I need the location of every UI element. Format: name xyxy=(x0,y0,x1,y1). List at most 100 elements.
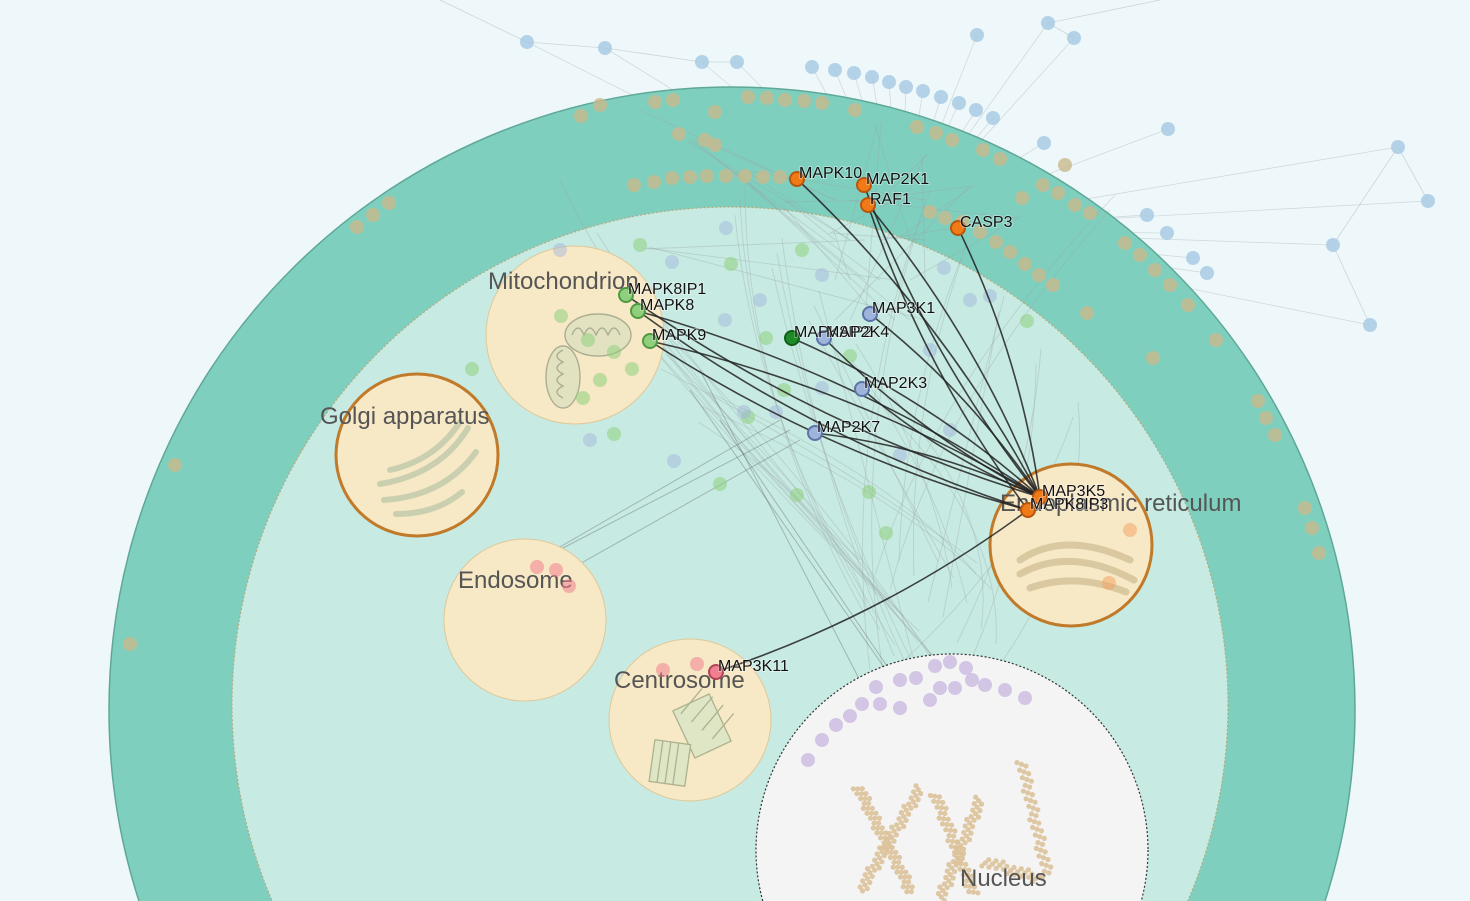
cytoplasm-node[interactable] xyxy=(943,423,957,437)
membrane-node[interactable] xyxy=(1083,206,1097,220)
nucleus-node[interactable] xyxy=(893,673,907,687)
membrane-node[interactable] xyxy=(760,91,774,105)
membrane-node[interactable] xyxy=(923,205,937,219)
membrane-node[interactable] xyxy=(976,143,990,157)
membrane-node[interactable] xyxy=(719,169,733,183)
extracellular-node[interactable] xyxy=(847,66,861,80)
membrane-node[interactable] xyxy=(1046,278,1060,292)
membrane-node[interactable] xyxy=(648,95,662,109)
extracellular-node[interactable] xyxy=(969,103,983,117)
membrane-node[interactable] xyxy=(815,96,829,110)
membrane-node[interactable] xyxy=(1080,306,1094,320)
node-mapk8ip3[interactable] xyxy=(1020,502,1036,518)
compartment-mitochondrion[interactable]: Mitochondrion xyxy=(485,245,665,425)
nucleus-node[interactable] xyxy=(829,718,843,732)
membrane-node[interactable] xyxy=(848,103,862,117)
membrane-node[interactable] xyxy=(593,98,607,112)
cytoplasm-node[interactable] xyxy=(713,477,727,491)
membrane-node[interactable] xyxy=(708,105,722,119)
cytoplasm-node[interactable] xyxy=(795,243,809,257)
membrane-node[interactable] xyxy=(773,170,787,184)
membrane-node[interactable] xyxy=(1015,191,1029,205)
node-map2k4[interactable] xyxy=(816,330,832,346)
membrane-node[interactable] xyxy=(1209,333,1223,347)
membrane-node[interactable] xyxy=(1259,411,1273,425)
cytoplasm-node[interactable] xyxy=(741,410,755,424)
cytoplasm-node[interactable] xyxy=(581,333,595,347)
membrane-node[interactable] xyxy=(1181,298,1195,312)
nucleus-node[interactable] xyxy=(873,697,887,711)
membrane-node[interactable] xyxy=(1163,278,1177,292)
extracellular-node[interactable] xyxy=(952,96,966,110)
membrane-node[interactable] xyxy=(1251,394,1265,408)
membrane-node[interactable] xyxy=(1118,236,1132,250)
nucleus-node[interactable] xyxy=(869,680,883,694)
node-map3k11[interactable] xyxy=(708,664,724,680)
membrane-node[interactable] xyxy=(627,178,641,192)
extracellular-node[interactable] xyxy=(1041,16,1055,30)
er-node[interactable] xyxy=(1123,523,1137,537)
extracellular-node[interactable] xyxy=(1161,122,1175,136)
cytoplasm-node[interactable] xyxy=(815,268,829,282)
membrane-node[interactable] xyxy=(989,235,1003,249)
extracellular-node[interactable] xyxy=(1140,208,1154,222)
extracellular-node[interactable] xyxy=(986,111,1000,125)
membrane-node[interactable] xyxy=(1032,268,1046,282)
cytoplasm-node[interactable] xyxy=(879,526,893,540)
membrane-node[interactable] xyxy=(350,220,364,234)
cytoplasm-node[interactable] xyxy=(607,345,621,359)
cytoplasm-node[interactable] xyxy=(667,454,681,468)
nucleus-node[interactable] xyxy=(1018,691,1032,705)
membrane-node[interactable] xyxy=(1036,178,1050,192)
extracellular-node[interactable] xyxy=(970,28,984,42)
nucleus-node[interactable] xyxy=(855,697,869,711)
endosome-node[interactable] xyxy=(656,663,670,677)
extracellular-node[interactable] xyxy=(916,84,930,98)
membrane-node[interactable] xyxy=(938,211,952,225)
membrane-node[interactable] xyxy=(1146,351,1160,365)
extracellular-node[interactable] xyxy=(1200,266,1214,280)
cytoplasm-node[interactable] xyxy=(862,485,876,499)
membrane-node[interactable] xyxy=(1018,257,1032,271)
membrane-node[interactable] xyxy=(672,127,686,141)
nucleus-node[interactable] xyxy=(948,681,962,695)
node-map3k5[interactable] xyxy=(1032,489,1048,505)
membrane-node[interactable] xyxy=(683,170,697,184)
membrane-node[interactable] xyxy=(1305,521,1319,535)
membrane-node[interactable] xyxy=(738,169,752,183)
membrane-node[interactable] xyxy=(708,138,722,152)
node-casp3[interactable] xyxy=(950,220,966,236)
er-node[interactable] xyxy=(1102,576,1116,590)
membrane-node[interactable] xyxy=(700,169,714,183)
membrane-node[interactable] xyxy=(1051,186,1065,200)
extracellular-node[interactable] xyxy=(730,55,744,69)
cytoplasm-node[interactable] xyxy=(937,261,951,275)
extracellular-node[interactable] xyxy=(865,70,879,84)
extracellular-node[interactable] xyxy=(1160,226,1174,240)
cytoplasm-node[interactable] xyxy=(724,257,738,271)
cytoplasm-node[interactable] xyxy=(665,255,679,269)
membrane-node[interactable] xyxy=(797,94,811,108)
cytoplasm-node[interactable] xyxy=(719,221,733,235)
nucleus-node[interactable] xyxy=(909,671,923,685)
nucleus-node[interactable] xyxy=(893,701,907,715)
node-mapk8ip2[interactable] xyxy=(784,330,800,346)
node-raf1[interactable] xyxy=(860,197,876,213)
membrane-node[interactable] xyxy=(1003,245,1017,259)
nucleus-node[interactable] xyxy=(943,655,957,669)
endosome-node[interactable] xyxy=(690,657,704,671)
node-map2k1[interactable] xyxy=(856,177,872,193)
membrane-node[interactable] xyxy=(123,637,137,651)
endosome-node[interactable] xyxy=(530,560,544,574)
cytoplasm-node[interactable] xyxy=(593,373,607,387)
nucleus-node[interactable] xyxy=(959,661,973,675)
cytoplasm-node[interactable] xyxy=(633,238,647,252)
membrane-node[interactable] xyxy=(574,109,588,123)
membrane-node[interactable] xyxy=(993,152,1007,166)
membrane-node[interactable] xyxy=(1312,546,1326,560)
compartment-golgi[interactable]: Golgi apparatus xyxy=(320,372,500,538)
membrane-node[interactable] xyxy=(1268,428,1282,442)
extracellular-node[interactable] xyxy=(934,90,948,104)
node-mapk8ip1[interactable] xyxy=(618,287,634,303)
